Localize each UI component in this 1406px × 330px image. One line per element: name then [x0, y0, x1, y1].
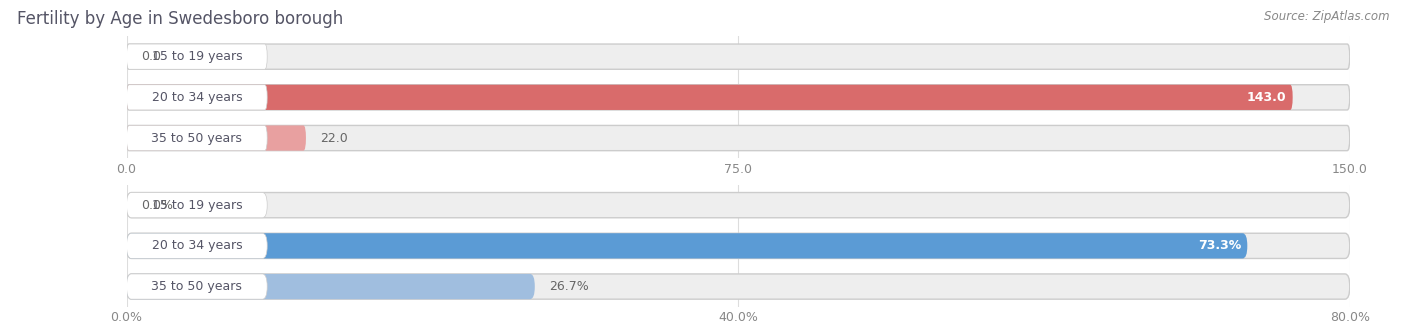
Text: 15 to 19 years: 15 to 19 years	[152, 50, 242, 63]
Text: 20 to 34 years: 20 to 34 years	[152, 239, 242, 252]
FancyBboxPatch shape	[127, 233, 1247, 258]
FancyBboxPatch shape	[127, 233, 1350, 258]
FancyBboxPatch shape	[127, 125, 307, 151]
Text: 143.0: 143.0	[1247, 91, 1286, 104]
Text: 20 to 34 years: 20 to 34 years	[152, 91, 242, 104]
FancyBboxPatch shape	[127, 274, 1350, 299]
FancyBboxPatch shape	[127, 85, 1350, 110]
FancyBboxPatch shape	[127, 192, 1350, 218]
FancyBboxPatch shape	[127, 192, 267, 218]
FancyBboxPatch shape	[127, 44, 1350, 69]
FancyBboxPatch shape	[127, 85, 267, 110]
Text: Fertility by Age in Swedesboro borough: Fertility by Age in Swedesboro borough	[17, 10, 343, 28]
Text: Source: ZipAtlas.com: Source: ZipAtlas.com	[1264, 10, 1389, 23]
FancyBboxPatch shape	[127, 44, 267, 69]
Text: 15 to 19 years: 15 to 19 years	[152, 199, 242, 212]
Text: 26.7%: 26.7%	[550, 280, 589, 293]
FancyBboxPatch shape	[127, 233, 267, 258]
FancyBboxPatch shape	[127, 125, 267, 151]
FancyBboxPatch shape	[127, 274, 267, 299]
FancyBboxPatch shape	[127, 125, 1350, 151]
Text: 35 to 50 years: 35 to 50 years	[152, 280, 242, 293]
Text: 0.0: 0.0	[141, 50, 162, 63]
Text: 35 to 50 years: 35 to 50 years	[152, 132, 242, 145]
Text: 73.3%: 73.3%	[1198, 239, 1241, 252]
FancyBboxPatch shape	[127, 85, 1292, 110]
FancyBboxPatch shape	[127, 274, 534, 299]
Text: 22.0: 22.0	[321, 132, 349, 145]
Text: 0.0%: 0.0%	[141, 199, 173, 212]
